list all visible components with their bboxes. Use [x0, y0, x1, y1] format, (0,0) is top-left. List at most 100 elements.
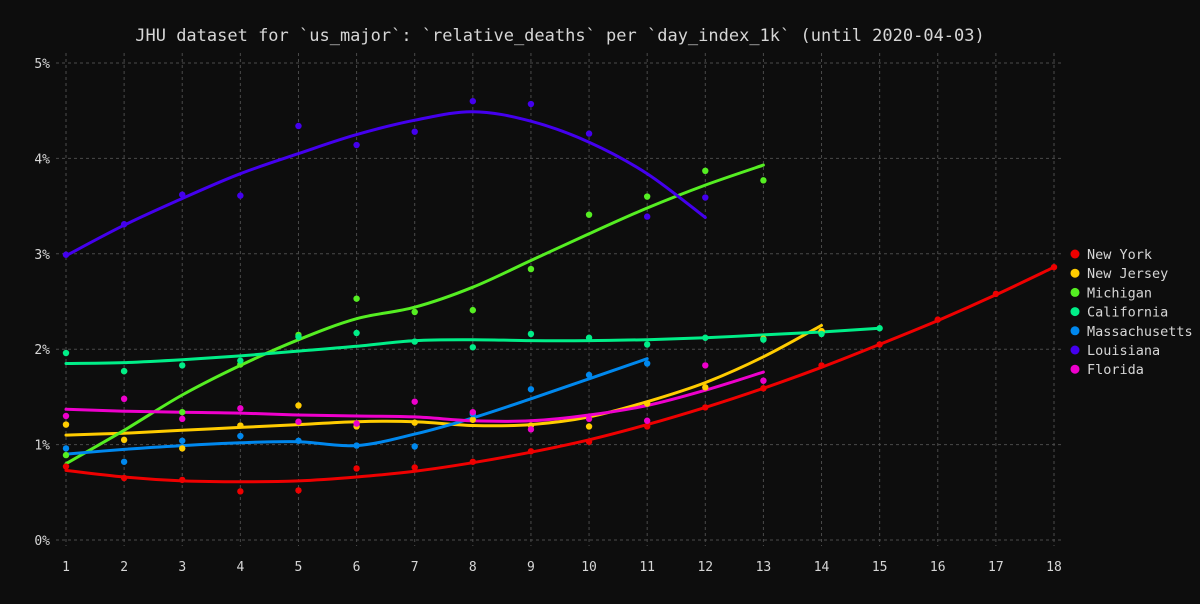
data-point-massachusetts [62, 445, 70, 452]
x-tick-label: 15 [872, 560, 888, 575]
data-point-new-york [295, 487, 302, 494]
trend-line-michigan [64, 163, 765, 466]
data-point-california [411, 338, 418, 345]
data-point-massachusetts [295, 437, 302, 444]
x-tick-label: 5 [295, 560, 303, 575]
y-tick-label: 4% [34, 152, 50, 167]
legend-label-new-york: New York [1087, 247, 1152, 263]
data-point-massachusetts [585, 371, 593, 379]
data-point-michigan [585, 211, 593, 218]
x-tick-label: 17 [988, 560, 1004, 575]
y-tick-label: 5% [34, 57, 50, 72]
data-point-new-york [62, 463, 70, 470]
data-point-louisiana [62, 251, 70, 258]
data-point-michigan [760, 177, 767, 184]
x-tick-label: 6 [353, 560, 361, 575]
data-point-new-york [818, 362, 825, 369]
data-point-new-york [179, 476, 186, 484]
data-point-louisiana [179, 191, 186, 198]
data-point-louisiana [702, 194, 709, 201]
x-tick-label: 1 [62, 560, 70, 575]
data-point-california [62, 349, 70, 357]
data-point-florida [353, 420, 360, 427]
data-point-new-york [702, 404, 709, 411]
data-point-michigan [411, 308, 418, 316]
x-tick-label: 3 [178, 560, 186, 575]
data-point-california [295, 333, 302, 340]
data-point-louisiana [469, 97, 477, 105]
x-tick-label: 16 [930, 560, 946, 575]
legend-label-new-jersey: New Jersey [1087, 266, 1168, 282]
data-point-california [237, 357, 244, 364]
data-point-florida [62, 412, 70, 420]
data-point-new-jersey [585, 423, 593, 430]
data-point-new-york [643, 423, 651, 430]
data-point-florida [120, 395, 128, 403]
data-point-florida [702, 362, 709, 369]
x-tick-label: 18 [1046, 560, 1062, 575]
data-point-new-jersey [295, 402, 302, 409]
data-point-michigan [353, 295, 360, 302]
legend-label-massachusetts: Massachusetts [1087, 324, 1193, 340]
data-point-massachusetts [527, 386, 535, 393]
data-point-new-jersey [62, 421, 70, 428]
data-point-california [760, 336, 767, 343]
data-point-new-york [469, 458, 477, 465]
x-tick-label: 11 [639, 560, 655, 575]
y-tick-label: 1% [34, 439, 50, 454]
data-point-michigan [469, 306, 477, 314]
data-point-california [120, 367, 128, 375]
data-point-california [179, 362, 186, 369]
data-point-florida [585, 415, 593, 423]
data-point-california [585, 334, 593, 341]
data-point-massachusetts [120, 458, 128, 465]
data-point-new-york [934, 316, 941, 323]
data-point-new-york [237, 488, 244, 495]
data-point-california [527, 330, 535, 338]
x-tick-label: 14 [814, 560, 830, 575]
x-tick-label: 10 [581, 560, 597, 575]
legend-marker-louisiana [1070, 345, 1080, 355]
data-point-michigan [62, 451, 70, 459]
x-tick-label: 9 [527, 560, 535, 575]
data-point-california [353, 329, 360, 337]
legend-marker-new-york [1070, 249, 1080, 259]
data-point-florida [469, 408, 477, 416]
data-points [62, 97, 1058, 495]
data-point-louisiana [295, 122, 302, 130]
data-point-california [643, 341, 651, 348]
x-tick-label: 12 [697, 560, 713, 575]
x-tick-label: 4 [236, 560, 244, 575]
data-point-california [469, 344, 477, 351]
legend-label-california: California [1087, 305, 1168, 321]
data-point-new-jersey [643, 400, 651, 407]
y-tick-label: 3% [34, 248, 50, 263]
legend-marker-california [1070, 307, 1080, 317]
chart-title: JHU dataset for `us_major`: `relative_de… [135, 26, 985, 46]
data-point-florida [643, 417, 651, 424]
data-point-california [818, 330, 825, 338]
legend-marker-new-jersey [1070, 268, 1080, 278]
data-point-michigan [179, 408, 186, 416]
data-point-massachusetts [179, 437, 186, 444]
data-point-new-jersey [237, 422, 244, 429]
data-point-new-york [527, 448, 535, 455]
data-point-louisiana [237, 192, 244, 199]
data-point-new-york [353, 465, 360, 472]
legend-marker-massachusetts [1070, 326, 1080, 336]
x-tick-label: 2 [120, 560, 128, 575]
data-point-new-york [585, 438, 593, 445]
data-point-louisiana [120, 221, 128, 228]
data-point-massachusetts [643, 360, 651, 367]
data-point-new-york [411, 464, 418, 471]
data-point-new-jersey [469, 416, 477, 423]
data-point-michigan [527, 265, 535, 273]
x-tick-label: 8 [469, 560, 477, 575]
legend-marker-michigan [1070, 287, 1080, 297]
data-point-florida [411, 398, 418, 405]
data-point-new-york [120, 474, 128, 482]
data-point-new-jersey [702, 384, 709, 391]
